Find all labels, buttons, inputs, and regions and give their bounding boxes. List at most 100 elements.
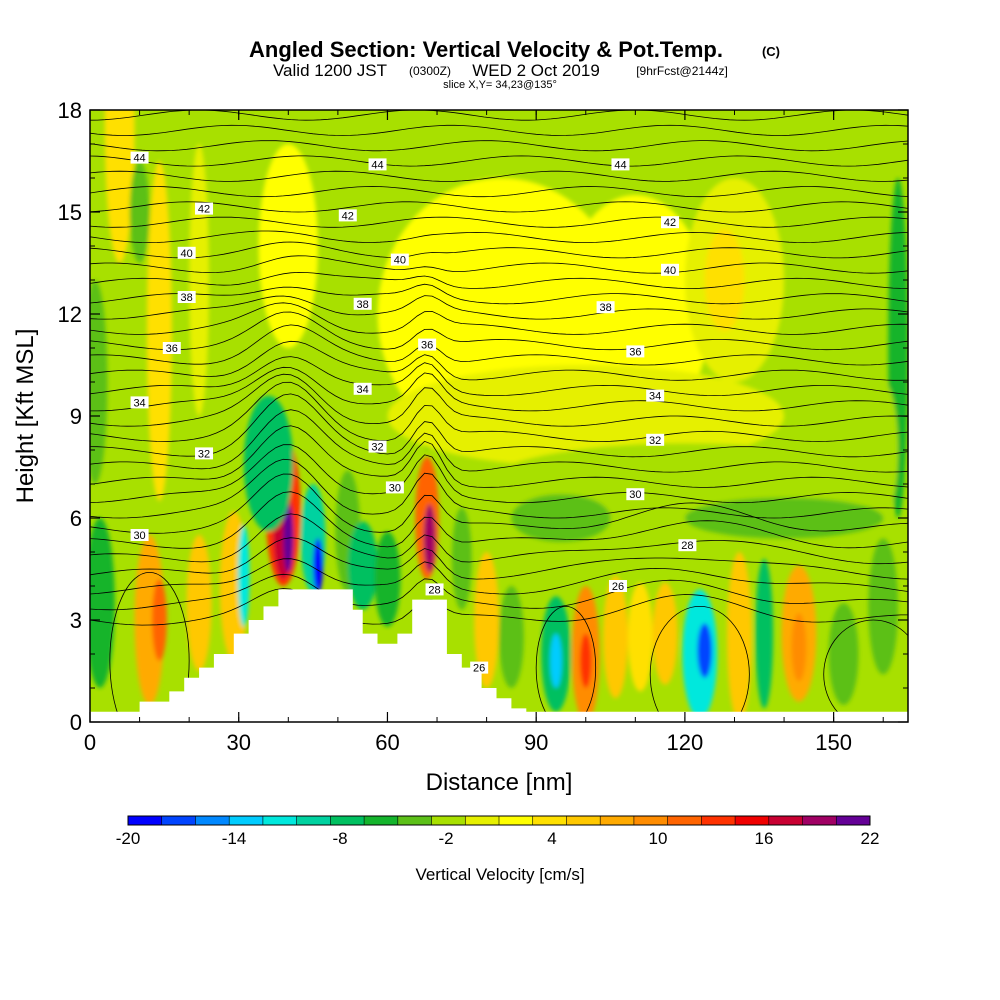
- velocity-cell-36: [755, 558, 774, 709]
- theta-contour-line: [90, 537, 908, 580]
- theta-contour-line: [90, 302, 908, 335]
- contour-label-box: [130, 529, 149, 541]
- y-axis-label: Height [Kft MSL]: [12, 329, 39, 504]
- contour-label: 32: [371, 442, 383, 454]
- contour-label: 30: [629, 489, 641, 501]
- theta-contour-line: [90, 155, 908, 167]
- contour-label: 28: [428, 584, 440, 596]
- contour-label: 34: [649, 391, 661, 403]
- contour-label-box: [418, 338, 437, 351]
- velocity-cell-25: [499, 586, 524, 688]
- colorbar-segment: [633, 816, 668, 825]
- colorbar-segment: [229, 816, 264, 825]
- colorbar-segment: [701, 816, 736, 825]
- contour-label-box: [130, 396, 149, 409]
- theta-contour-line: [90, 124, 908, 136]
- contour-label: 44: [133, 153, 145, 165]
- contour-label: 30: [389, 482, 401, 494]
- contour-label: 32: [198, 448, 210, 460]
- theta-contour-line: [90, 558, 908, 595]
- velocity-cell-34: [697, 623, 713, 678]
- contour-label-box: [162, 342, 181, 354]
- colorbar-segment: [600, 816, 635, 825]
- contour-label: 38: [181, 292, 193, 304]
- theta-contour-line: [90, 573, 908, 611]
- velocity-cell-16: [313, 538, 323, 593]
- contour-label-box: [353, 382, 372, 395]
- colorbar-segment: [296, 816, 331, 825]
- colorbar-tick-label: 16: [755, 829, 774, 848]
- colorbar-tick-label: -14: [222, 829, 247, 848]
- colorbar-tick-label: 22: [861, 829, 880, 848]
- colorbar-tick-label: -2: [438, 829, 453, 848]
- theta-contour-line: [90, 373, 908, 427]
- colorbar-segment: [768, 816, 803, 825]
- contour-label-box: [661, 216, 680, 229]
- contour-label-box: [338, 209, 357, 222]
- contour-label-box: [130, 151, 149, 164]
- colorbar-segment: [566, 816, 601, 825]
- velocity-cell-7: [152, 579, 167, 661]
- contour-label-box: [646, 389, 665, 402]
- velocity-cell-27: [550, 633, 562, 688]
- velocity-cell-21: [423, 504, 436, 573]
- y-tick-label: 0: [70, 710, 82, 735]
- contour-label: 36: [629, 346, 641, 358]
- colorbar-segment: [735, 816, 770, 825]
- contour-label: 40: [181, 248, 193, 260]
- contour-label: 44: [614, 159, 626, 171]
- velocity-cell-1: [147, 161, 172, 501]
- theta-contour-line: [90, 186, 908, 198]
- theta-contour-line: [90, 110, 908, 121]
- velocity-cell-14: [243, 395, 294, 532]
- y-tick-label: 12: [58, 302, 82, 327]
- theta-contour-loop: [823, 619, 908, 722]
- theta-contour-line: [90, 295, 908, 320]
- theta-contour-line: [90, 425, 908, 488]
- contour-label-box: [368, 158, 387, 171]
- velocity-cell-47: [868, 382, 899, 518]
- contour-label-box: [611, 158, 630, 171]
- contour-label: 34: [133, 397, 145, 409]
- contour-labels: 44 44 44 42 42 42 40 40 40 38 38 38 36 36 36 34 34 34 32 32…: [130, 151, 697, 675]
- theta-contour-line: [90, 444, 908, 504]
- colorbar-segment: [262, 816, 297, 825]
- theta-contour-line: [90, 324, 908, 366]
- x-axis: 0 30 60 90 120 150: [84, 110, 884, 755]
- colorbar-label: Vertical Velocity [cm/s]: [415, 865, 584, 884]
- colorbar-segment: [330, 816, 365, 825]
- contour-label-box: [626, 345, 645, 358]
- theta-contour-line: [90, 513, 908, 565]
- theta-contour-loop: [109, 572, 190, 722]
- x-tick-label: 90: [524, 730, 548, 755]
- colorbar-tick-label: -8: [332, 829, 347, 848]
- x-tick-label: 30: [226, 730, 250, 755]
- theta-contour-line: [90, 271, 908, 289]
- theta-contour-line: [90, 340, 908, 381]
- velocity-cell-31: [627, 582, 653, 692]
- colorbar-segment: [802, 816, 837, 825]
- velocity-cell-48: [387, 365, 785, 467]
- theta-contours: [90, 110, 908, 722]
- colorbar-segment: [397, 816, 432, 825]
- theta-contour-line: [90, 140, 908, 152]
- contour-label-box: [368, 440, 387, 453]
- y-tick-label: 9: [70, 404, 82, 429]
- colorbar-segment: [465, 816, 500, 825]
- contour-label-box: [596, 301, 615, 314]
- contour-label: 44: [371, 159, 383, 171]
- velocity-cell-45: [258, 144, 318, 348]
- theta-contour-line: [90, 458, 908, 519]
- velocity-cell-3: [90, 518, 115, 688]
- contour-label-box: [177, 246, 196, 259]
- theta-contour-line: [90, 381, 908, 442]
- theta-contour-line: [90, 366, 908, 412]
- contour-label-box: [661, 263, 680, 276]
- x-tick-label: 150: [815, 730, 852, 755]
- colorbar-segment: [836, 816, 871, 825]
- theta-contour-loop: [535, 606, 597, 722]
- contour-label-box: [353, 297, 372, 310]
- theta-contour-line: [90, 393, 908, 458]
- theta-contour-loop: [649, 606, 750, 722]
- contour-label: 42: [198, 204, 210, 216]
